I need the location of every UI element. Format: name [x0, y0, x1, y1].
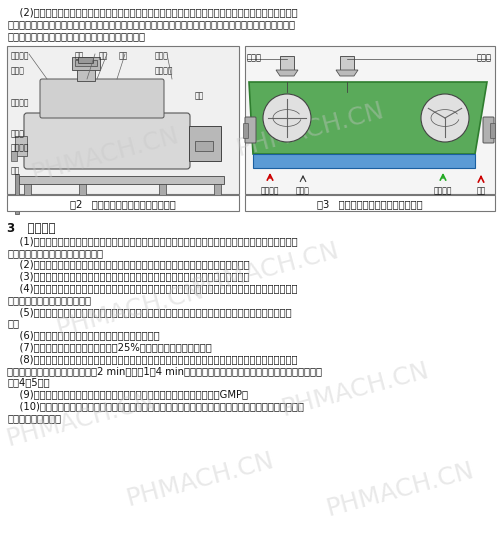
Bar: [75, 60, 97, 66]
Text: PHMACH.CN: PHMACH.CN: [124, 449, 276, 511]
Bar: [245, 46, 495, 194]
Text: 加料口: 加料口: [247, 53, 262, 62]
Polygon shape: [336, 70, 358, 76]
Text: 图3   高效湿法混合制粒机工作原理图: 图3 高效湿法混合制粒机工作原理图: [317, 199, 423, 209]
FancyBboxPatch shape: [78, 58, 94, 63]
FancyBboxPatch shape: [483, 117, 494, 143]
FancyBboxPatch shape: [245, 117, 256, 143]
Bar: [189, 126, 221, 161]
Text: 提高4～5倍。: 提高4～5倍。: [7, 377, 50, 387]
Text: 出料部分: 出料部分: [11, 98, 30, 107]
FancyBboxPatch shape: [40, 79, 164, 118]
Text: 切割传动: 切割传动: [155, 66, 174, 75]
Text: PHMACH.CN: PHMACH.CN: [234, 99, 386, 162]
Text: 系统，有利于桨叶和锅体清洗。: 系统，有利于桨叶和锅体清洗。: [7, 295, 91, 305]
Text: (8)控制上采用可编程控制，可自动运行，也可手动控制，便于摸索工艺参数和流程；操作简便，按工艺: (8)控制上采用可编程控制，可自动运行，也可手动控制，便于摸索工艺参数和流程；操…: [7, 354, 298, 364]
Text: 冷却介质: 冷却介质: [434, 186, 452, 195]
Bar: [340, 56, 354, 70]
Text: (5)锅盖自动提升，出料口与干燥设备相匹配，大机型自带扶梯，便于操作，出料口为圆弧型，杜绝死: (5)锅盖自动提升，出料口与干燥设备相匹配，大机型自带扶梯，便于操作，出料口为圆…: [7, 307, 292, 317]
Text: 切割刀: 切割刀: [280, 114, 294, 123]
FancyBboxPatch shape: [24, 113, 190, 169]
Text: 喷射液: 喷射液: [296, 186, 310, 195]
Text: (6)原理上制粒流态化，成粒近似球形，流动性好。: (6)原理上制粒流态化，成粒近似球形，流动性好。: [7, 330, 160, 340]
Text: 锅盖部分: 锅盖部分: [11, 51, 30, 60]
Bar: [195, 141, 213, 151]
Bar: [7, 195, 239, 211]
Text: 搅拌架: 搅拌架: [11, 129, 25, 138]
Text: 喷射气体: 喷射气体: [261, 186, 279, 195]
Text: PHMACH.CN: PHMACH.CN: [188, 239, 342, 301]
Text: 机棒: 机棒: [11, 166, 20, 175]
Text: 出料: 出料: [476, 186, 486, 195]
Text: PHMACH.CN: PHMACH.CN: [4, 388, 156, 451]
Text: (2)槽底为夹层，内置水冷循环系统，恒温性能比一般气冷系统好，提高了颗粒质量。: (2)槽底为夹层，内置水冷循环系统，恒温性能比一般气冷系统好，提高了颗粒质量。: [7, 260, 250, 270]
Text: (3)搅拌桨与切割刀均采用变频调速，易于控制颗粒大小，以满足药品工艺的多样性。: (3)搅拌桨与切割刀均采用变频调速，易于控制颗粒大小，以满足药品工艺的多样性。: [7, 271, 250, 281]
Text: PHMACH.CN: PHMACH.CN: [278, 359, 432, 421]
Bar: [214, 184, 221, 204]
Text: 刮粉: 刮粉: [99, 51, 108, 60]
Text: (2)这些团粒结构的软材料经过切割刀部位时，在高速旋转的切割刀的切割、粉碎，软材在半流动状态下: (2)这些团粒结构的软材料经过切割刀部位时，在高速旋转的切割刀的切割、粉碎，软材…: [7, 7, 298, 17]
Circle shape: [421, 94, 469, 142]
Text: (1)高效湿法混合制粒机结构上采用倒锥形制粒一体锅技术及特殊形状的搅拌浆和切割刀，使物料翻滚均: (1)高效湿法混合制粒机结构上采用倒锥形制粒一体锅技术及特殊形状的搅拌浆和切割刀…: [7, 236, 298, 246]
Bar: [245, 195, 495, 211]
Bar: [77, 58, 95, 81]
Text: (7)较传统工艺粘合剂用量减少高达25%，所以干燥时间得以缩短。: (7)较传统工艺粘合剂用量减少高达25%，所以干燥时间得以缩短。: [7, 342, 212, 352]
Text: PHMACH.CN: PHMACH.CN: [54, 279, 206, 341]
FancyBboxPatch shape: [490, 124, 496, 139]
Text: (9)由于在同一封闭容器内完成干混、湿混、制粒，工艺过程缩减，也符合GMP。: (9)由于在同一封闭容器内完成干混、湿混、制粒，工艺过程缩减，也符合GMP。: [7, 390, 248, 400]
Polygon shape: [249, 82, 487, 154]
Text: PHMACH.CN: PHMACH.CN: [28, 124, 182, 186]
Bar: [15, 174, 19, 214]
Text: 安排调整好时间控制器，每次干混2 min，造粒1～4 min，一个周期即可完成混合制粒工序，功效比传统工艺: 安排调整好时间控制器，每次干混2 min，造粒1～4 min，一个周期即可完成混…: [7, 366, 322, 376]
Polygon shape: [276, 70, 298, 76]
Text: 被切割成细小而均匀的颗粒，实现了物料的互相转变。所以，这些软材不是通过强制挤压而成粒的。然后，开: 被切割成细小而均匀的颗粒，实现了物料的互相转变。所以，这些软材不是通过强制挤压而…: [7, 19, 295, 29]
Text: (4)使用压缩空气密封驱动轴，消除了粉尘粘结现象；清洗时可切换成纯化水，可自动清洗；带桨叶升降: (4)使用压缩空气密封驱动轴，消除了粉尘粘结现象；清洗时可切换成纯化水，可自动清…: [7, 283, 298, 293]
Bar: [280, 56, 294, 70]
Text: 匀，保证了制粒成品更均匀、可靠。: 匀，保证了制粒成品更均匀、可靠。: [7, 248, 103, 258]
Text: 3   功能特点: 3 功能特点: [7, 222, 56, 235]
Bar: [11, 151, 17, 161]
Bar: [79, 184, 86, 204]
Text: 启出料门，湿颗粒在桨叶离心力作用下推动出料斗。: 启出料门，湿颗粒在桨叶离心力作用下推动出料斗。: [7, 31, 145, 41]
Text: 夹层锅: 夹层锅: [11, 66, 25, 75]
Text: 切割刀: 切割刀: [155, 51, 169, 60]
Text: 机座: 机座: [195, 91, 204, 100]
Text: 排气: 排气: [119, 51, 128, 60]
Bar: [15, 136, 27, 156]
Text: 角。: 角。: [7, 319, 19, 329]
Circle shape: [263, 94, 311, 142]
Bar: [19, 176, 224, 184]
Text: 加液: 加液: [75, 51, 84, 60]
Bar: [24, 184, 31, 204]
Text: PHMACH.CN: PHMACH.CN: [324, 459, 476, 521]
Polygon shape: [253, 154, 475, 168]
Text: 搅拌传动: 搅拌传动: [11, 143, 30, 152]
Text: (10)安全上整个操作具有严格的安全保护措施，在密闭的容器中操作，装有安全互锁装置，当打开容器盖: (10)安全上整个操作具有严格的安全保护措施，在密闭的容器中操作，装有安全互锁装…: [7, 401, 304, 411]
Bar: [159, 184, 166, 204]
Text: 图2   高效湿法混合制粒机结构示意图: 图2 高效湿法混合制粒机结构示意图: [70, 199, 176, 209]
Bar: [7, 46, 239, 194]
Bar: [72, 57, 100, 70]
Text: 时电源则自动切断。: 时电源则自动切断。: [7, 413, 61, 423]
FancyBboxPatch shape: [244, 124, 248, 139]
Text: 粘合剂: 粘合剂: [477, 53, 492, 62]
Text: 搅拌桨: 搅拌桨: [438, 114, 452, 123]
